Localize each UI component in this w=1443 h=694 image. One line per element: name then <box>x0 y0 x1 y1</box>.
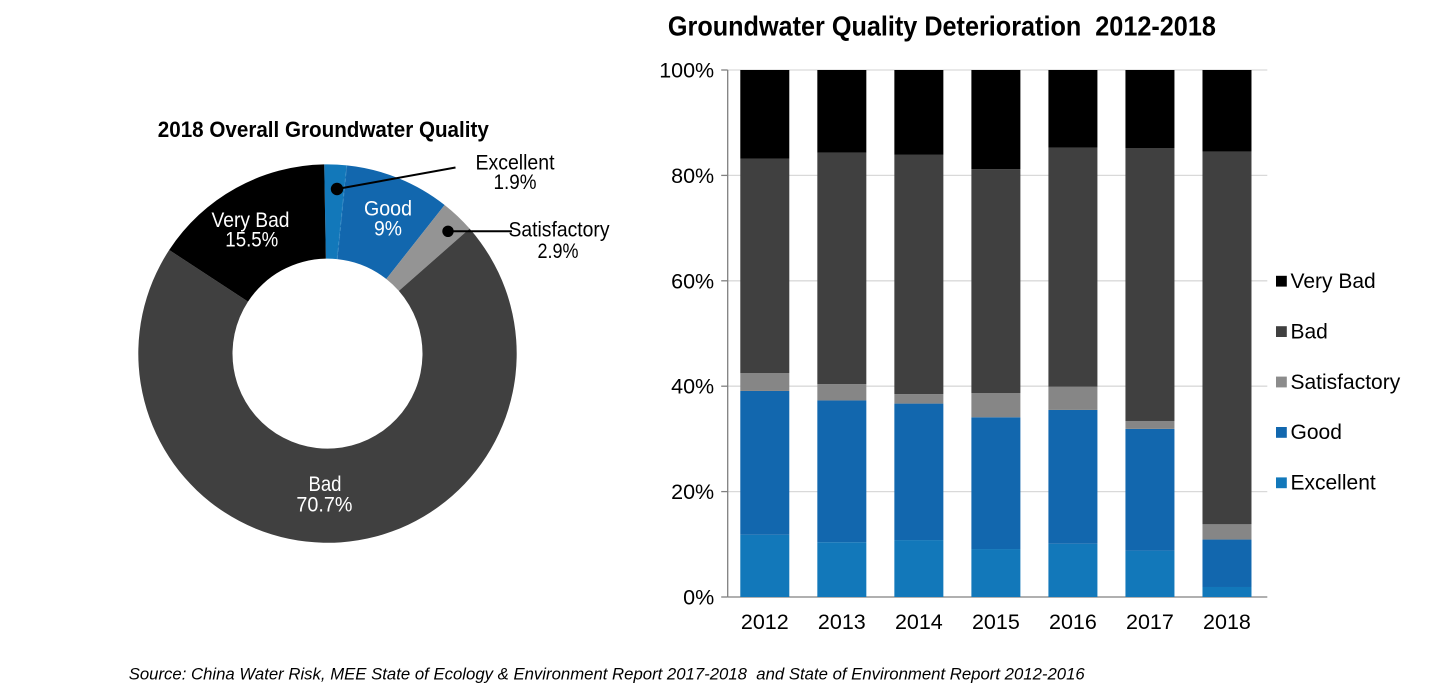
svg-text:2.9%: 2.9% <box>538 240 579 263</box>
svg-text:Source: China Water Risk, MEE: Source: China Water Risk, MEE State of E… <box>129 664 1086 683</box>
svg-text:Very Bad: Very Bad <box>1291 270 1376 293</box>
svg-text:60%: 60% <box>671 269 714 293</box>
svg-text:2013: 2013 <box>818 610 866 634</box>
svg-text:80%: 80% <box>671 164 714 188</box>
svg-text:Satisfactory: Satisfactory <box>1291 371 1401 394</box>
svg-text:15.5%: 15.5% <box>225 229 278 252</box>
svg-text:40%: 40% <box>671 375 714 399</box>
svg-text:2016: 2016 <box>1049 610 1097 634</box>
svg-text:100%: 100% <box>659 59 714 83</box>
svg-text:9%: 9% <box>374 218 402 241</box>
svg-text:2018 Overall Groundwater Quali: 2018 Overall Groundwater Quality <box>158 117 490 142</box>
svg-text:0%: 0% <box>683 586 714 610</box>
svg-text:Bad: Bad <box>1291 320 1328 343</box>
svg-text:20%: 20% <box>671 480 714 504</box>
svg-text:2015: 2015 <box>972 610 1020 634</box>
svg-text:2014: 2014 <box>895 610 943 634</box>
svg-text:Satisfactory: Satisfactory <box>509 219 610 242</box>
svg-text:Bad: Bad <box>309 473 342 496</box>
svg-text:Very Bad: Very Bad <box>212 209 290 232</box>
svg-text:Good: Good <box>364 198 412 221</box>
svg-text:Excellent: Excellent <box>1291 472 1376 495</box>
svg-text:Groundwater Quality Deteriorat: Groundwater Quality Deterioration 2012-2… <box>668 10 1216 41</box>
svg-text:Good: Good <box>1291 421 1342 444</box>
svg-text:2018: 2018 <box>1203 610 1251 634</box>
svg-text:1.9%: 1.9% <box>494 171 537 194</box>
svg-text:Excellent: Excellent <box>476 152 555 175</box>
svg-text:2017: 2017 <box>1126 610 1174 634</box>
svg-text:70.7%: 70.7% <box>296 494 352 517</box>
svg-text:2012: 2012 <box>741 610 789 634</box>
